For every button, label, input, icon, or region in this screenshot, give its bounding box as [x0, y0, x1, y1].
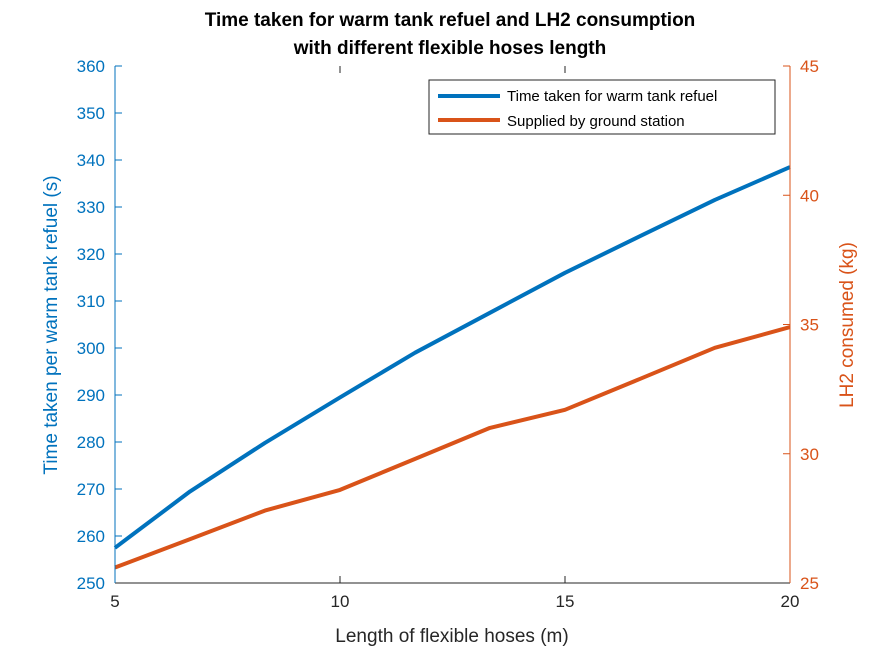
chart-title-line-2: with different flexible hoses length	[293, 38, 606, 59]
y-left-tick-label: 320	[77, 245, 105, 264]
y-left-tick-label: 300	[77, 339, 105, 358]
y-right-tick-label: 40	[800, 186, 819, 205]
x-tick-label: 20	[781, 592, 800, 611]
y-left-tick-label: 350	[77, 104, 105, 123]
y-right-tick-label: 35	[800, 316, 819, 335]
x-tick-label: 10	[331, 592, 350, 611]
y-right-tick-label: 30	[800, 445, 819, 464]
y-left-tick-label: 250	[77, 574, 105, 593]
x-tick-label: 5	[110, 592, 119, 611]
y-right-tick-label: 25	[800, 574, 819, 593]
x-tick-label: 15	[556, 592, 575, 611]
legend-label-time: Time taken for warm tank refuel	[507, 88, 717, 105]
chart-title-line-1: Time taken for warm tank refuel and LH2 …	[205, 10, 696, 31]
y-axis-right-label: LH2 consumed (kg)	[837, 242, 858, 408]
legend-label-ground: Supplied by ground station	[507, 113, 685, 130]
plot-area	[115, 66, 790, 583]
y-right-tick-label: 45	[800, 57, 819, 76]
y-left-tick-label: 310	[77, 292, 105, 311]
y-left-tick-label: 270	[77, 480, 105, 499]
y-left-tick-label: 360	[77, 57, 105, 76]
y-left-tick-label: 260	[77, 527, 105, 546]
x-axis-label: Length of flexible hoses (m)	[335, 626, 568, 647]
legend-box	[428, 79, 776, 135]
y-left-tick-label: 280	[77, 433, 105, 452]
legend: Time taken for warm tank refuel Supplied…	[428, 79, 776, 135]
series-line-time-taken	[113, 165, 791, 550]
y-axis-left-label: Time taken per warm tank refuel (s)	[41, 175, 62, 474]
y-left-tick-label: 340	[77, 151, 105, 170]
y-left-tick-label: 290	[77, 386, 105, 405]
series-line-ground-station	[114, 325, 791, 570]
y-left-tick-label: 330	[77, 198, 105, 217]
